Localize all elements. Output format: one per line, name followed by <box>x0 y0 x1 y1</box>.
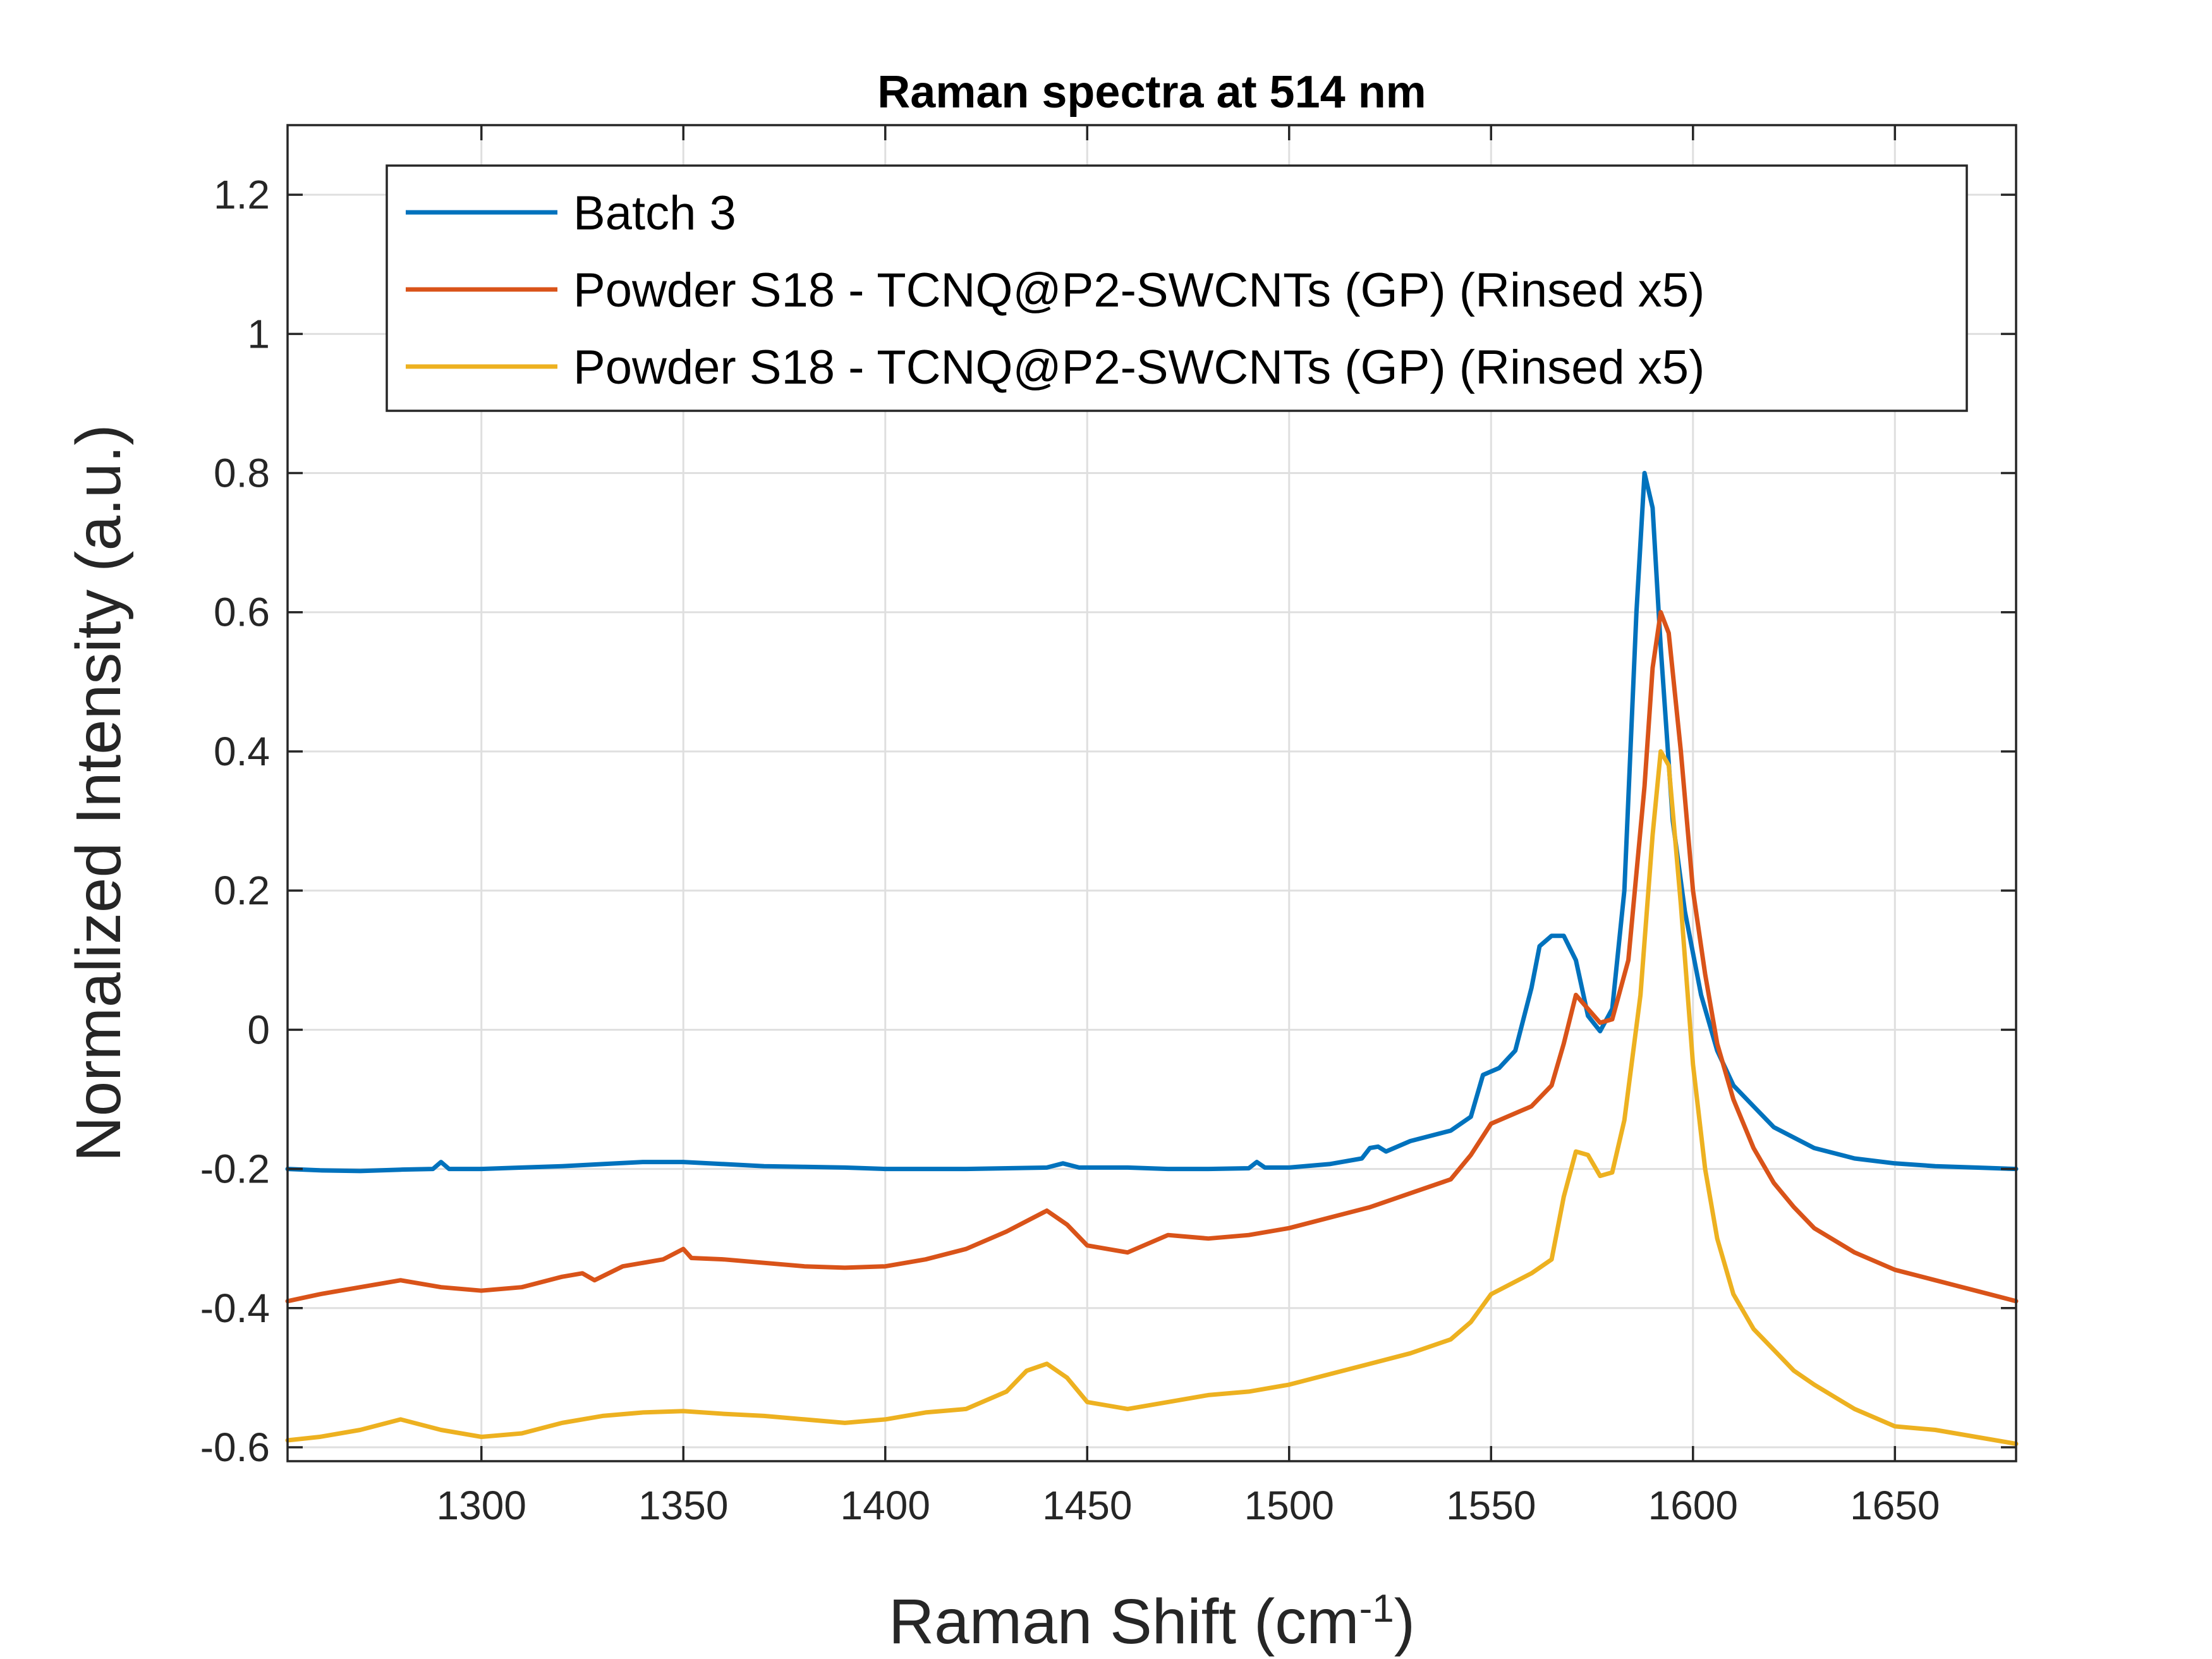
x-axis-title-superscript: -1 <box>1359 1587 1394 1631</box>
x-tick-label: 1500 <box>1244 1483 1334 1528</box>
x-tick-label: 1400 <box>841 1483 930 1528</box>
y-tick-label: 0.4 <box>214 729 270 774</box>
y-axis-title: Normalized Intensity (a.u.) <box>63 424 134 1162</box>
y-tick-label: 0.8 <box>214 451 270 496</box>
y-tick-label: 1 <box>247 311 270 356</box>
y-tick-label: 0.2 <box>214 868 270 913</box>
x-axis-title-main: Raman Shift (cm <box>889 1586 1359 1657</box>
x-tick-label: 1350 <box>638 1483 728 1528</box>
x-axis-title: Raman Shift (cm-1) <box>889 1586 1415 1657</box>
legend-box <box>386 164 1968 412</box>
y-tick-label: -0.6 <box>200 1425 270 1470</box>
series-line-2 <box>285 610 2019 1304</box>
x-tick-label: 1450 <box>1042 1483 1132 1528</box>
y-tick-label: 0.6 <box>214 590 270 635</box>
y-tick-label: 1.2 <box>214 172 270 217</box>
y-tick-label: 0 <box>247 1007 270 1052</box>
legend-label-2: Powder S18 - TCNQ@P2-SWCNTs (GP) (Rinsed… <box>573 264 1705 317</box>
x-tick-label: 1600 <box>1648 1483 1738 1528</box>
x-tick-label: 1300 <box>437 1483 526 1528</box>
series-layer <box>285 471 2019 1446</box>
y-tick-label: -0.2 <box>200 1146 270 1192</box>
plot-frame <box>286 124 2017 1462</box>
ticks: 1300 1350 1400 1450 1500 1550 1600 1650 -0.6 -0.4… <box>200 125 2016 1528</box>
legend-label-3: Powder S18 - TCNQ@P2-SWCNTs (GP) (Rinsed… <box>573 341 1705 394</box>
series-line-3 <box>285 749 2019 1446</box>
chart-title: Raman spectra at 514 nm <box>877 67 1426 118</box>
x-axis-title-end: ) <box>1394 1586 1415 1657</box>
legend-label-1: Batch 3 <box>573 186 736 240</box>
series-line-1 <box>285 471 2019 1174</box>
legend: Batch 3 Powder S18 - TCNQ@P2-SWCNTs (GP) … <box>386 164 1968 412</box>
y-tick-label: -0.4 <box>200 1285 270 1331</box>
x-tick-label: 1650 <box>1850 1483 1940 1528</box>
x-tick-label: 1550 <box>1446 1483 1536 1528</box>
